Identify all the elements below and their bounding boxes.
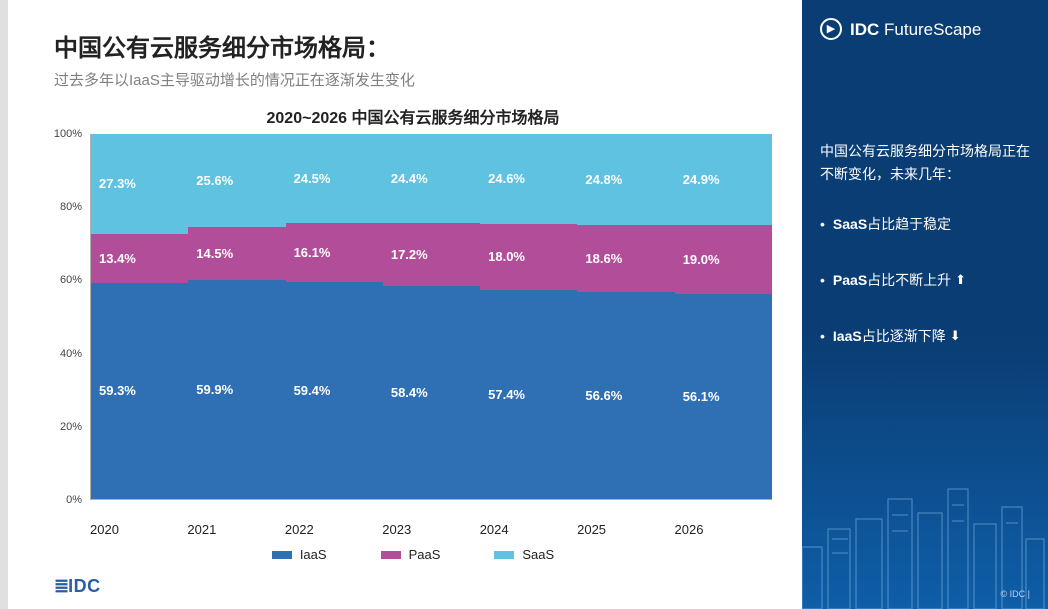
- idc-logo-text: IDC: [68, 576, 101, 596]
- y-axis-tick: 80%: [60, 201, 82, 213]
- sidebar-bullet: SaaS占比趋于稳定: [820, 214, 1030, 234]
- chart-column: 57.4%18.0%24.6%: [480, 134, 577, 499]
- legend-label: IaaS: [300, 547, 327, 562]
- page-subtitle: 过去多年以IaaS主导驱动增长的情况正在逐渐发生变化: [54, 69, 772, 90]
- chart-segment-saas: 24.9%: [675, 134, 772, 225]
- brand-suffix: FutureScape: [879, 20, 981, 39]
- legend-label: PaaS: [409, 547, 441, 562]
- idc-logo-bars-icon: ≣: [54, 576, 66, 596]
- brand-row: ▶ IDC FutureScape: [820, 18, 1030, 40]
- chart-column: 59.4%16.1%24.5%: [286, 134, 383, 499]
- chart-segment-paas: 19.0%: [675, 225, 772, 294]
- arrow-up-icon: ⬆: [955, 272, 966, 288]
- sidebar-footer: © IDC |: [820, 589, 1030, 599]
- x-axis-tick: 2024: [480, 522, 577, 537]
- brand-prefix: IDC: [850, 20, 879, 39]
- chart-segment-iaas: 56.6%: [577, 292, 674, 499]
- x-axis-tick: 2021: [187, 522, 284, 537]
- chart-segment-paas: 18.6%: [577, 225, 674, 293]
- chart-column: 59.9%14.5%25.6%: [188, 134, 285, 499]
- chart-segment-paas: 18.0%: [480, 224, 577, 290]
- chart-column: 56.1%19.0%24.9%: [675, 134, 772, 499]
- main-panel: 中国公有云服务细分市场格局： 过去多年以IaaS主导驱动增长的情况正在逐渐发生变…: [0, 0, 802, 609]
- sidebar-bullet: PaaS占比不断上升⬆: [820, 270, 1030, 290]
- x-axis-tick: 2023: [382, 522, 479, 537]
- y-axis-tick: 100%: [54, 128, 82, 140]
- chart-segment-iaas: 59.3%: [91, 283, 188, 499]
- y-axis: 0%20%40%60%80%100%: [54, 134, 90, 500]
- chart-area: 0%20%40%60%80%100% 59.3%13.4%27.3%59.9%1…: [54, 134, 772, 522]
- legend-swatch-icon: [494, 551, 514, 559]
- chart-segment-saas: 24.4%: [383, 134, 480, 223]
- chart-segment-saas: 27.3%: [91, 134, 188, 234]
- x-axis-tick: 2026: [675, 522, 772, 537]
- chart-column: 59.3%13.4%27.3%: [91, 134, 188, 499]
- chart-segment-paas: 14.5%: [188, 227, 285, 280]
- brand-text: IDC FutureScape: [850, 21, 981, 38]
- chart-legend: IaaS PaaS SaaS: [54, 547, 772, 562]
- chart-segment-iaas: 56.1%: [675, 294, 772, 499]
- legend-item-iaas: IaaS: [272, 547, 327, 562]
- sidebar-bullet-label: PaaS占比不断上升: [833, 270, 951, 290]
- chart-column: 58.4%17.2%24.4%: [383, 134, 480, 499]
- legend-swatch-icon: [381, 551, 401, 559]
- side-panel: ▶ IDC FutureScape 中国公有云服务细分市场格局正在不断变化，未来…: [802, 0, 1048, 609]
- chart-title: 2020~2026 中国公有云服务细分市场格局: [54, 104, 772, 128]
- chart-segment-saas: 24.8%: [577, 134, 674, 225]
- legend-item-saas: SaaS: [494, 547, 554, 562]
- y-axis-tick: 60%: [60, 274, 82, 286]
- sidebar-bullet-label: IaaS占比逐渐下降: [833, 326, 946, 346]
- chart-segment-iaas: 57.4%: [480, 290, 577, 500]
- chart-segment-iaas: 59.4%: [286, 282, 383, 499]
- y-axis-tick: 20%: [60, 421, 82, 433]
- chart-segment-saas: 25.6%: [188, 134, 285, 227]
- chart-segment-paas: 16.1%: [286, 223, 383, 282]
- slide-root: 中国公有云服务细分市场格局： 过去多年以IaaS主导驱动增长的情况正在逐渐发生变…: [0, 0, 1048, 609]
- x-axis-tick: 2020: [90, 522, 187, 537]
- x-axis-tick: 2022: [285, 522, 382, 537]
- y-axis-tick: 40%: [60, 348, 82, 360]
- x-axis-tick: 2025: [577, 522, 674, 537]
- legend-item-paas: PaaS: [381, 547, 441, 562]
- idc-logo: ≣IDC: [54, 576, 772, 597]
- legend-swatch-icon: [272, 551, 292, 559]
- sidebar-bullet: IaaS占比逐渐下降⬇: [820, 326, 1030, 346]
- arrow-down-icon: ⬇: [950, 328, 961, 344]
- page-title: 中国公有云服务细分市场格局：: [54, 28, 772, 63]
- chart-segment-iaas: 59.9%: [188, 280, 285, 499]
- chart-segment-paas: 13.4%: [91, 234, 188, 283]
- x-axis: 2020202120222023202420252026: [90, 522, 772, 537]
- y-axis-tick: 0%: [66, 494, 82, 506]
- chart-segment-paas: 17.2%: [383, 223, 480, 286]
- legend-label: SaaS: [522, 547, 554, 562]
- play-circle-icon: ▶: [820, 18, 842, 40]
- sidebar-bullet-label: SaaS占比趋于稳定: [833, 214, 951, 234]
- chart-bars: 59.3%13.4%27.3%59.9%14.5%25.6%59.4%16.1%…: [91, 134, 772, 499]
- chart-segment-saas: 24.5%: [286, 134, 383, 223]
- chart-column: 56.6%18.6%24.8%: [577, 134, 674, 499]
- chart-segment-saas: 24.6%: [480, 134, 577, 224]
- chart-plot: 59.3%13.4%27.3%59.9%14.5%25.6%59.4%16.1%…: [90, 134, 772, 500]
- sidebar-intro: 中国公有云服务细分市场格局正在不断变化，未来几年：: [820, 140, 1030, 186]
- chart-segment-iaas: 58.4%: [383, 286, 480, 499]
- sidebar-bullets: SaaS占比趋于稳定 PaaS占比不断上升⬆ IaaS占比逐渐下降⬇: [820, 214, 1030, 589]
